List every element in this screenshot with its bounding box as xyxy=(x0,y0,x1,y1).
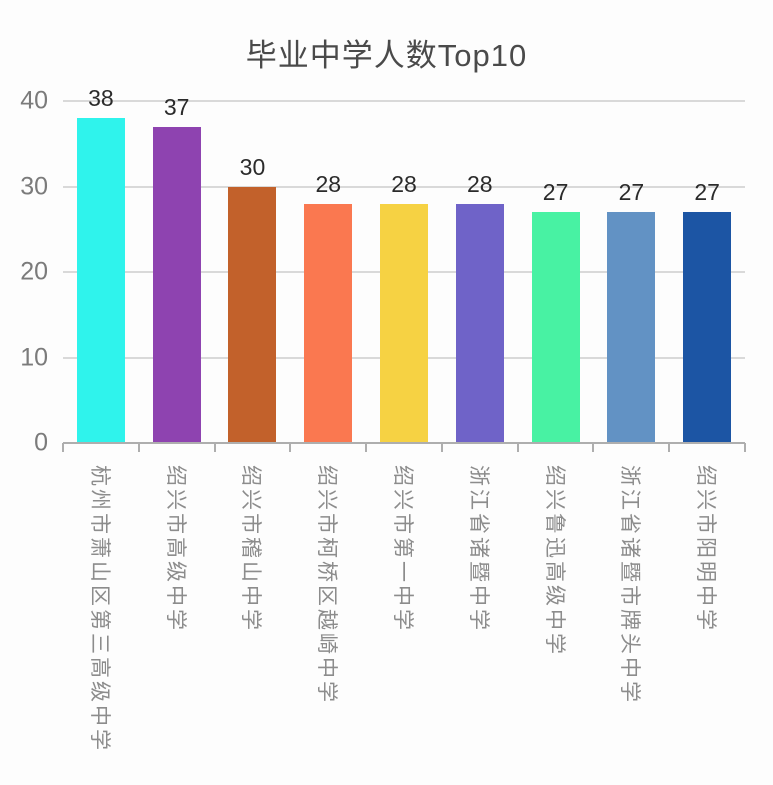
x-axis-tick xyxy=(213,443,216,452)
x-axis-tick xyxy=(440,443,443,452)
bars-row: 38 37 30 28 28 28 27 27 27 xyxy=(63,85,745,443)
x-axis-label: 浙江省诸暨中学 xyxy=(466,465,490,633)
x-axis-label: 绍兴市稽山中学 xyxy=(239,465,263,633)
x-axis-tick xyxy=(289,443,292,452)
x-label-cell: 绍兴市阳明中学 xyxy=(669,453,745,783)
bar-value-label: 27 xyxy=(542,179,569,206)
bar-group: 28 xyxy=(290,101,366,443)
bar-group: 28 xyxy=(366,101,442,443)
y-tick-label: 40 xyxy=(20,86,48,115)
bar-group: 27 xyxy=(593,101,669,443)
x-axis-tick xyxy=(365,443,368,452)
x-label-cell: 杭州市萧山区第三高级中学 xyxy=(63,453,139,783)
x-axis-label: 绍兴市第一中学 xyxy=(391,465,415,633)
bar[interactable] xyxy=(455,203,504,443)
bar-group: 27 xyxy=(518,101,594,443)
bar-value-label: 30 xyxy=(239,153,266,180)
y-tick-label: 0 xyxy=(34,428,48,457)
x-axis-line xyxy=(63,442,745,444)
bar[interactable] xyxy=(152,126,201,443)
bar[interactable] xyxy=(304,203,353,443)
bar-group: 30 xyxy=(215,101,291,443)
x-axis-tick xyxy=(592,443,595,452)
bar-group: 37 xyxy=(139,94,215,443)
x-axis-label: 浙江省诸暨市牌头中学 xyxy=(618,465,642,705)
x-label-cell: 浙江省诸暨中学 xyxy=(442,453,518,783)
x-axis-tick xyxy=(516,443,519,452)
bar-value-label: 28 xyxy=(467,170,493,197)
bar-value-label: 37 xyxy=(163,93,190,120)
x-axis-labels: 杭州市萧山区第三高级中学 绍兴市高级中学 绍兴市稽山中学 绍兴市柯桥区越崎中学 绍兴市第… xyxy=(63,453,745,783)
x-label-cell: 绍兴市柯桥区越崎中学 xyxy=(290,453,366,783)
x-axis-label: 绍兴市柯桥区越崎中学 xyxy=(315,465,339,705)
x-axis-label: 杭州市萧山区第三高级中学 xyxy=(87,465,111,753)
gridline xyxy=(63,185,745,188)
x-axis-tick xyxy=(62,443,64,452)
y-tick-label: 10 xyxy=(20,343,48,371)
y-tick-label: 20 xyxy=(20,257,48,286)
bar-value-label: 28 xyxy=(391,170,417,197)
y-tick-label: 30 xyxy=(20,172,48,200)
bar[interactable] xyxy=(683,212,732,443)
x-label-cell: 绍兴鲁迅高级中学 xyxy=(518,453,594,783)
bar[interactable] xyxy=(380,203,429,443)
bar-group: 38 xyxy=(63,85,139,443)
x-axis-label: 绍兴市阳明中学 xyxy=(694,465,718,633)
x-axis-tick xyxy=(137,443,140,452)
x-axis-tick xyxy=(744,443,746,452)
x-label-cell: 绍兴市高级中学 xyxy=(139,453,215,783)
bar-group: 28 xyxy=(442,101,518,443)
x-axis-tick xyxy=(668,443,671,452)
bar-value-label: 38 xyxy=(88,85,114,112)
bar[interactable] xyxy=(531,212,580,443)
bar-value-label: 28 xyxy=(315,170,342,197)
x-label-cell: 绍兴市第一中学 xyxy=(366,453,442,783)
chart-title: 毕业中学人数Top10 xyxy=(245,38,528,73)
x-label-cell: 绍兴市稽山中学 xyxy=(215,453,291,783)
bar[interactable] xyxy=(76,118,125,443)
plot-area: 38 37 30 28 28 28 27 27 27 xyxy=(62,85,746,452)
gridline xyxy=(63,100,745,102)
bar-group: 27 xyxy=(669,101,745,443)
y-axis: 0 10 20 30 40 xyxy=(0,87,58,457)
x-axis-label: 绍兴鲁迅高级中学 xyxy=(542,465,566,657)
bar[interactable] xyxy=(607,212,656,443)
bar-value-label: 27 xyxy=(694,179,720,206)
bar[interactable] xyxy=(228,186,277,443)
x-label-cell: 浙江省诸暨市牌头中学 xyxy=(593,453,669,783)
bar-value-label: 27 xyxy=(618,179,645,206)
x-axis-label: 绍兴市高级中学 xyxy=(163,465,187,633)
